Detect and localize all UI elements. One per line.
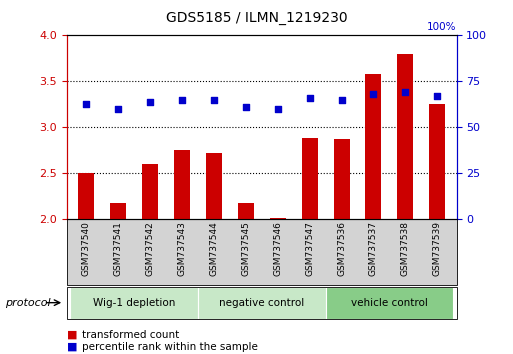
Point — [146, 99, 154, 104]
Bar — [270, 218, 286, 219]
Bar — [333, 139, 349, 219]
Text: ■: ■ — [67, 330, 77, 339]
Text: GDS5185 / ILMN_1219230: GDS5185 / ILMN_1219230 — [166, 11, 347, 25]
Bar — [78, 172, 94, 219]
Point — [338, 97, 346, 103]
Point — [433, 93, 442, 99]
Text: percentile rank within the sample: percentile rank within the sample — [82, 342, 258, 352]
Point — [369, 91, 378, 97]
Bar — [142, 164, 158, 219]
Text: protocol: protocol — [5, 298, 51, 308]
Text: ■: ■ — [67, 342, 77, 352]
Bar — [302, 138, 318, 219]
Point — [401, 90, 409, 95]
Bar — [429, 104, 445, 219]
Bar — [365, 74, 382, 219]
Point — [114, 106, 122, 112]
Point — [177, 97, 186, 103]
Text: Wig-1 depletion: Wig-1 depletion — [93, 298, 175, 308]
Point — [242, 104, 250, 110]
Point — [210, 97, 218, 103]
Point — [273, 106, 282, 112]
Text: 100%: 100% — [427, 22, 457, 32]
Text: vehicle control: vehicle control — [351, 298, 428, 308]
Text: transformed count: transformed count — [82, 330, 180, 339]
Point — [82, 101, 90, 106]
Text: negative control: negative control — [219, 298, 304, 308]
Bar — [398, 54, 413, 219]
Point — [305, 95, 313, 101]
Bar — [206, 153, 222, 219]
Bar — [238, 203, 253, 219]
Bar — [110, 203, 126, 219]
Bar — [174, 150, 190, 219]
